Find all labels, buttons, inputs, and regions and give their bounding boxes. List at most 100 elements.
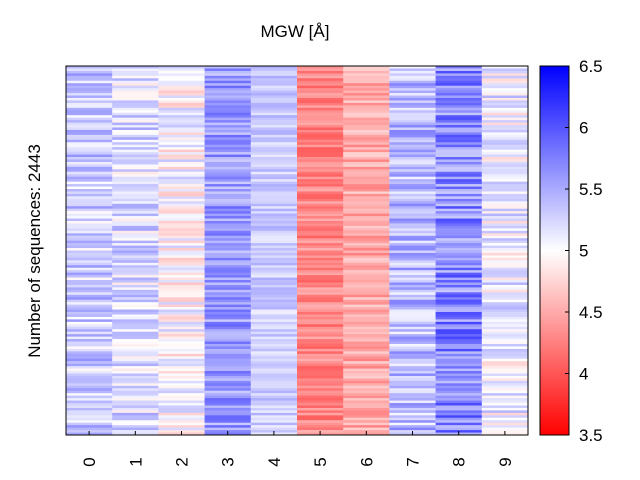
heatmap-cell [250,88,298,91]
heatmap-cell [297,211,344,214]
heatmap-cell [112,353,159,357]
heatmap-cell [204,154,252,158]
heatmap-cell [435,304,483,308]
heatmap-cell [66,85,113,89]
heatmap-cell [435,117,483,121]
heatmap-cell [389,152,437,155]
heatmap-cell [66,206,113,210]
heatmap-cell [435,341,483,345]
heatmap-cell [250,248,298,251]
heatmap-cell [158,193,206,197]
heatmap-cell [158,228,206,232]
heatmap-cell [204,326,252,330]
heatmap-cell [435,147,483,151]
heatmap-cell [343,366,390,369]
heatmap-cell [66,100,113,104]
heatmap-cell [389,66,437,69]
heatmap-cell [481,425,529,429]
heatmap-cell [297,398,344,401]
heatmap-cell [389,400,437,404]
heatmap-cell [158,85,206,89]
heatmap-cell [435,245,483,249]
heatmap-cell [112,208,159,212]
heatmap-cell [158,179,206,183]
heatmap-cell [297,245,344,249]
heatmap-cell [435,201,483,205]
heatmap-cell [112,225,159,229]
heatmap-cell [204,142,252,146]
heatmap-cell [158,149,206,153]
heatmap-cell [389,174,437,178]
heatmap-cell [112,90,159,94]
colorbar-tick-label: 4 [579,365,588,384]
heatmap-cell [481,218,529,222]
heatmap-cell [297,341,344,345]
heatmap-cell [158,152,206,155]
heatmap-cell [66,208,113,212]
heatmap-cell [435,243,483,246]
heatmap-cell [389,78,437,82]
heatmap-cell [112,287,159,291]
heatmap-cell [66,326,113,330]
heatmap-cell [112,152,159,155]
heatmap-cell [158,324,206,328]
heatmap-cell [66,166,113,170]
heatmap-cell [158,321,206,325]
heatmap-cell [66,154,113,158]
heatmap-cell [66,375,113,379]
heatmap-cell [481,299,529,303]
heatmap-cell [481,284,529,288]
heatmap-cell [112,198,159,202]
heatmap-cell [343,299,390,303]
heatmap-cell [204,297,252,301]
heatmap-cell [250,201,298,205]
heatmap-cell [389,129,437,133]
heatmap-cell [66,149,113,153]
heatmap-cell [389,297,437,301]
heatmap-cell [481,105,529,109]
heatmap-cell [112,388,159,392]
heatmap-cell [250,144,298,148]
heatmap-cell [389,137,437,141]
heatmap-cell [297,233,344,237]
heatmap-cell [66,358,113,362]
heatmap-cell [389,334,437,337]
heatmap-cell [204,216,252,219]
heatmap-cell [389,390,437,394]
heatmap-cell [389,262,437,266]
heatmap-cell [435,174,483,178]
heatmap-cell [66,265,113,269]
heatmap-cell [435,233,483,237]
heatmap-cell [297,284,344,288]
heatmap-cell [250,213,298,217]
heatmap-cell [204,284,252,288]
heatmap-cell [250,400,298,404]
heatmap-cell [481,208,529,212]
heatmap-cell [112,343,159,347]
heatmap-cell [435,289,483,293]
heatmap-cell [112,203,159,207]
heatmap-cell [66,220,113,224]
heatmap-cell [297,324,344,328]
heatmap-cell [66,216,113,219]
heatmap-cell [158,282,206,286]
heatmap-cell [481,230,529,234]
heatmap-cell [435,270,483,274]
heatmap-cell [250,189,298,192]
heatmap-cell [112,368,159,372]
heatmap-cell [66,70,113,74]
heatmap-cell [389,223,437,227]
heatmap-cell [343,412,390,416]
heatmap-cell [250,425,298,429]
heatmap-cell [204,201,252,205]
heatmap-cell [343,427,390,431]
heatmap-cell [297,225,344,229]
heatmap-cell [204,427,252,431]
heatmap-cell [204,280,252,283]
heatmap-cell [250,166,298,170]
heatmap-cell [481,250,529,254]
heatmap-cell [297,243,344,246]
heatmap-cell [250,184,298,187]
heatmap-cell [343,319,390,323]
